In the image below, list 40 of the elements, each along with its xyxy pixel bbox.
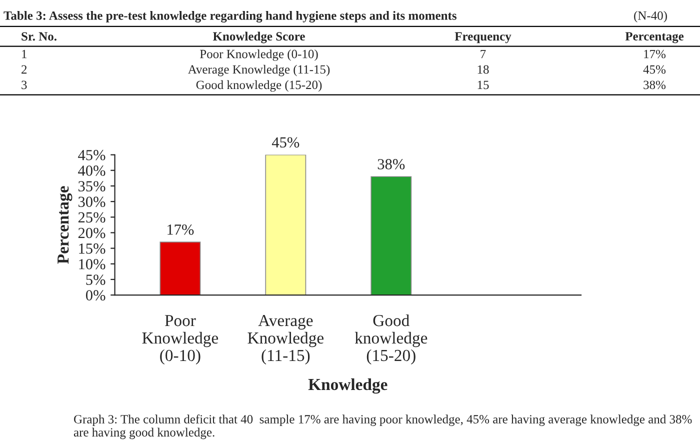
data-label: 38%: [378, 159, 405, 170]
x-axis-title: Knowledge: [308, 378, 388, 394]
text: Poor Knowledge (0-10): [200, 49, 318, 61]
y-tick-label: 10%: [79, 259, 106, 270]
bar: [265, 154, 306, 296]
text: Average Knowledge (11-15): [188, 64, 330, 76]
caption: Graph 3: The column deficit that 40 sample 17% are having poor knowledge, 45% are having average knowledge and 38% are having good knowledge.: [74, 414, 692, 440]
x-tick-label: Average Knowledge (11-15): [248, 314, 324, 364]
text: 45%: [643, 65, 666, 74]
text: Percentage: [625, 32, 684, 44]
text: 2: [22, 65, 27, 74]
y-tick-label: 30%: [78, 196, 106, 208]
text: Sr. No.: [22, 32, 56, 41]
text: 17%: [644, 50, 666, 58]
y-tick-label: 5%: [86, 274, 106, 285]
text: Good knowledge (15-20): [196, 80, 322, 92]
y-tick-label: 25%: [78, 212, 106, 223]
chart-title: Table 3: Assess the pre-test knowledge regarding hand hygiene steps and its moments: [4, 11, 456, 22]
x-tick-label: Poor Knowledge (0-10): [142, 315, 218, 364]
text: 18: [478, 65, 489, 74]
bar: [160, 242, 201, 296]
y-tick-label: 45%: [78, 150, 106, 160]
x-tick-label: Good knowledge (15-20): [354, 314, 428, 364]
y-tick-label: 15%: [79, 243, 106, 254]
y-tick-label: 40%: [78, 166, 106, 176]
text: 15: [478, 80, 489, 90]
y-tick-label: 0%: [86, 290, 106, 301]
data-label: 17%: [168, 224, 194, 235]
text: 1: [22, 50, 26, 58]
text: Knowledge Score: [212, 32, 305, 44]
y-axis-title: Percentage: [58, 186, 72, 264]
data-label: 45%: [272, 137, 300, 148]
text: 7: [480, 50, 486, 58]
text: (N-40): [634, 11, 667, 22]
y-tick-label: 35%: [78, 181, 106, 192]
bar: [370, 176, 412, 296]
text: Frequency: [454, 32, 512, 44]
y-tick-label: 20%: [78, 228, 106, 238]
text: 3: [22, 80, 27, 90]
text: 38%: [644, 80, 666, 90]
